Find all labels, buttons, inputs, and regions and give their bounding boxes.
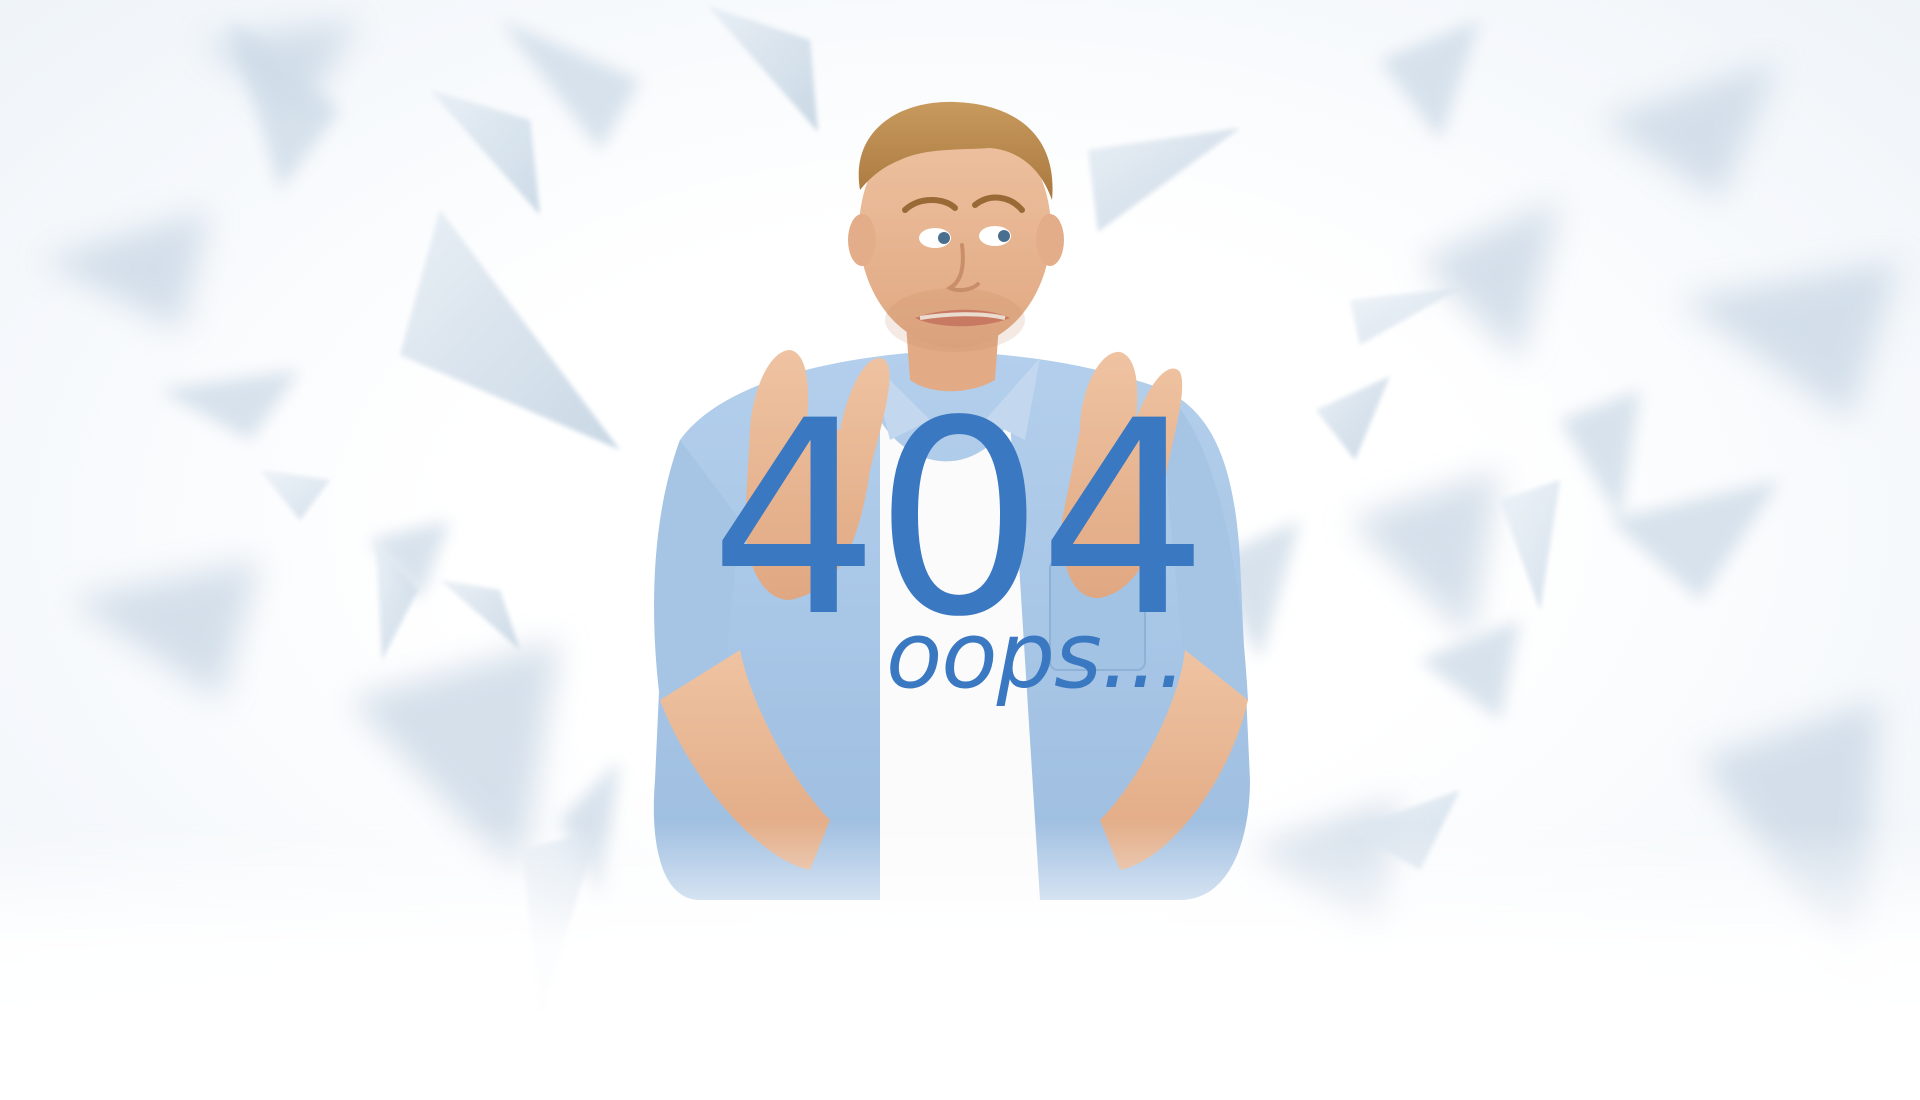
- hair: [858, 101, 1053, 200]
- face: [859, 112, 1051, 348]
- error-subtitle: oops...: [886, 602, 1187, 709]
- t-shirt: [880, 420, 1040, 900]
- error-code: 404: [709, 364, 1209, 676]
- bottom-fade: [0, 820, 1920, 1100]
